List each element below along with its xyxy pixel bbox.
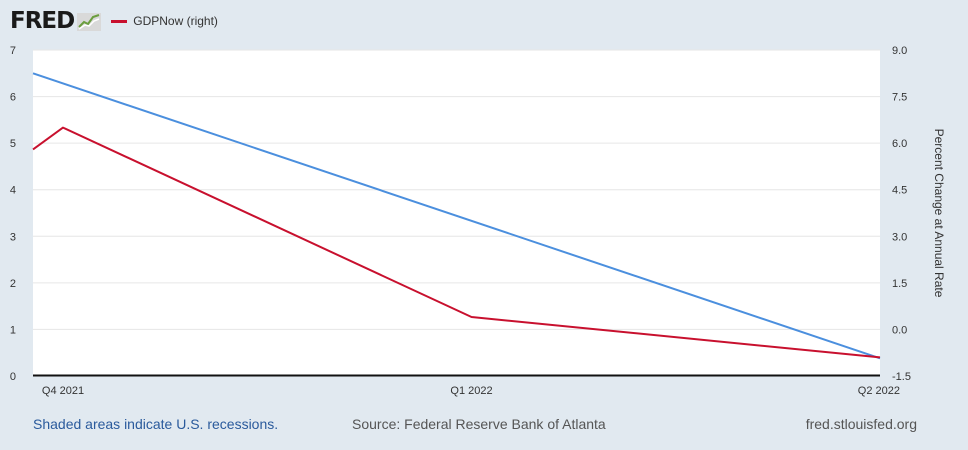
recession-note-link[interactable]: Shaded areas indicate U.S. recessions.	[33, 416, 279, 432]
x-axis-ticks: Q4 2021 Q1 2022 Q2 2022	[42, 385, 900, 397]
left-tick-label: 4	[10, 185, 16, 197]
right-tick-label: 0.0	[892, 324, 907, 336]
left-tick-label: 6	[10, 92, 16, 104]
source-text: Source: Federal Reserve Bank of Atlanta	[352, 416, 606, 432]
right-tick-label: -1.5	[892, 371, 911, 383]
plot-area	[33, 50, 880, 376]
right-tick-label: 6.0	[892, 138, 907, 150]
right-tick-label: 7.5	[892, 92, 907, 104]
right-axis-title: Percent Change at Annual Rate	[932, 129, 946, 298]
series-line-left[interactable]	[32, 72, 881, 360]
chart-legend: GDPNow (right)	[111, 14, 218, 28]
x-tick-label: Q1 2022	[450, 385, 492, 397]
left-tick-label: 7	[10, 45, 16, 57]
right-tick-label: 4.5	[892, 185, 907, 197]
left-axis-ticks: 0 1 2 3 4 5 6 7	[10, 45, 16, 383]
left-tick-label: 3	[10, 231, 16, 243]
chart-header: FRED GDPNow (right)	[10, 8, 218, 34]
line-chart: 0 1 2 3 4 5 6 7 -1.5 0.0 1.5 3.0 4.5 6.0 7.5 9.0 Q4 20…	[10, 45, 946, 397]
series-lines	[32, 72, 881, 360]
logo-text: FRED	[10, 8, 75, 34]
right-tick-label: 1.5	[892, 278, 907, 290]
right-axis-ticks: -1.5 0.0 1.5 3.0 4.5 6.0 7.5 9.0	[892, 45, 911, 383]
x-tick-label: Q4 2021	[42, 385, 84, 397]
left-tick-label: 2	[10, 278, 16, 290]
gridlines	[33, 49, 880, 330]
logo-graph-icon	[77, 13, 102, 31]
series-line-right[interactable]	[32, 126, 881, 359]
right-tick-label: 9.0	[892, 45, 907, 57]
legend-swatch-gdpnow	[111, 19, 128, 23]
fred-logo[interactable]: FRED	[10, 8, 102, 34]
left-tick-label: 1	[10, 324, 16, 336]
left-tick-label: 5	[10, 138, 16, 150]
right-tick-label: 3.0	[892, 231, 907, 243]
legend-label-gdpnow: GDPNow (right)	[133, 14, 218, 28]
x-tick-label: Q2 2022	[858, 385, 900, 397]
left-tick-label: 0	[10, 371, 16, 383]
site-url[interactable]: fred.stlouisfed.org	[805, 416, 917, 432]
